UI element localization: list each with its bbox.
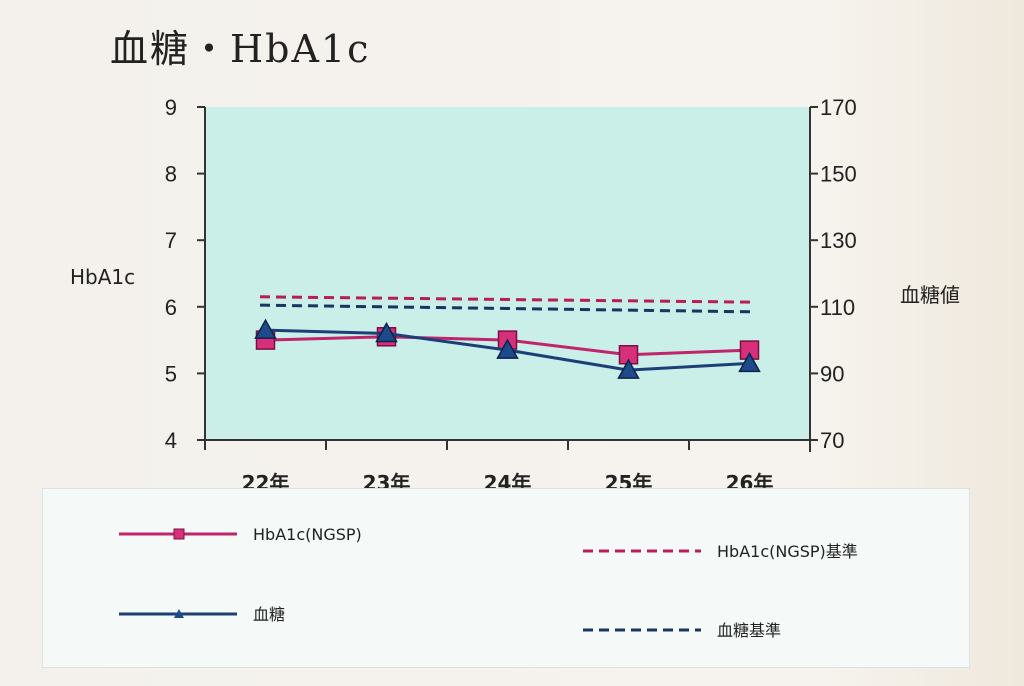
right-tick-label: 170 — [820, 95, 857, 120]
data-point — [375, 321, 398, 343]
left-tick-label: 7 — [165, 228, 177, 253]
legend-label: 血糖基準 — [717, 621, 781, 640]
right-tick-label: 70 — [820, 428, 844, 453]
data-point — [738, 351, 761, 373]
data-point — [254, 318, 277, 339]
right-tick-label: 150 — [820, 162, 857, 187]
left-tick-label: 4 — [165, 428, 177, 453]
left-tick-label: 8 — [165, 162, 177, 187]
right-tick-label: 90 — [820, 361, 844, 386]
data-point — [496, 338, 519, 359]
series-line — [259, 295, 751, 304]
legend-marker — [174, 609, 184, 618]
legend: HbA1c(NGSP) HbA1c(NGSP)基準血糖血糖基準 — [42, 488, 970, 668]
y-axis-left-label: HbA1c — [70, 265, 135, 289]
y-axis-right-label: 血糖値 — [900, 283, 960, 307]
left-tick-label: 5 — [165, 361, 177, 386]
left-tick-label: 9 — [165, 95, 177, 120]
chart-title: 血糖・HbA1c — [110, 27, 371, 71]
right-tick-label: 110 — [820, 295, 855, 320]
x-axis: 22年 23年 24年 25年 26年 — [204, 439, 811, 495]
legend-marker — [173, 528, 185, 540]
legend-item: 血糖基準 — [583, 621, 781, 640]
legend-item: 血糖 — [119, 605, 285, 624]
right-axis: 70 90 110 130 150 170 — [809, 95, 857, 453]
series-line — [259, 303, 751, 314]
legend-label: 血糖 — [253, 605, 285, 624]
left-axis: 4 5 6 7 8 9 — [165, 95, 206, 453]
legend-item: HbA1c(NGSP) — [119, 525, 362, 544]
right-tick-label: 130 — [820, 228, 857, 253]
legend-label: HbA1c(NGSP) — [253, 525, 362, 544]
left-tick-label: 6 — [165, 295, 177, 320]
plot-area — [205, 107, 810, 440]
data-point — [617, 358, 640, 379]
legend-label: HbA1c(NGSP)基準 — [717, 542, 858, 561]
series-layer — [254, 295, 761, 379]
legend-item: HbA1c(NGSP)基準 — [583, 542, 858, 561]
